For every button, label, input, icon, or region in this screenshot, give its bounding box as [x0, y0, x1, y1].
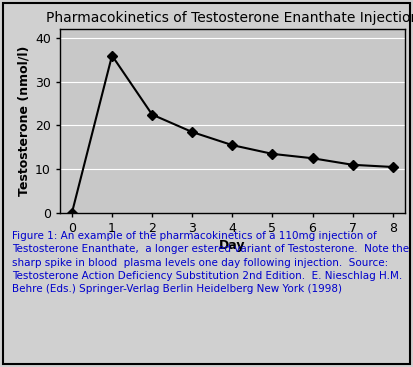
Title: Pharmacokinetics of Testosterone Enanthate Injection: Pharmacokinetics of Testosterone Enantha… — [46, 11, 413, 25]
Y-axis label: Testosterone (nmol/l): Testosterone (nmol/l) — [18, 46, 31, 196]
X-axis label: Day: Day — [219, 239, 246, 252]
Text: Figure 1: An example of the pharmacokinetics of a 110mg injection of
Testosteron: Figure 1: An example of the pharmacokine… — [12, 231, 410, 294]
